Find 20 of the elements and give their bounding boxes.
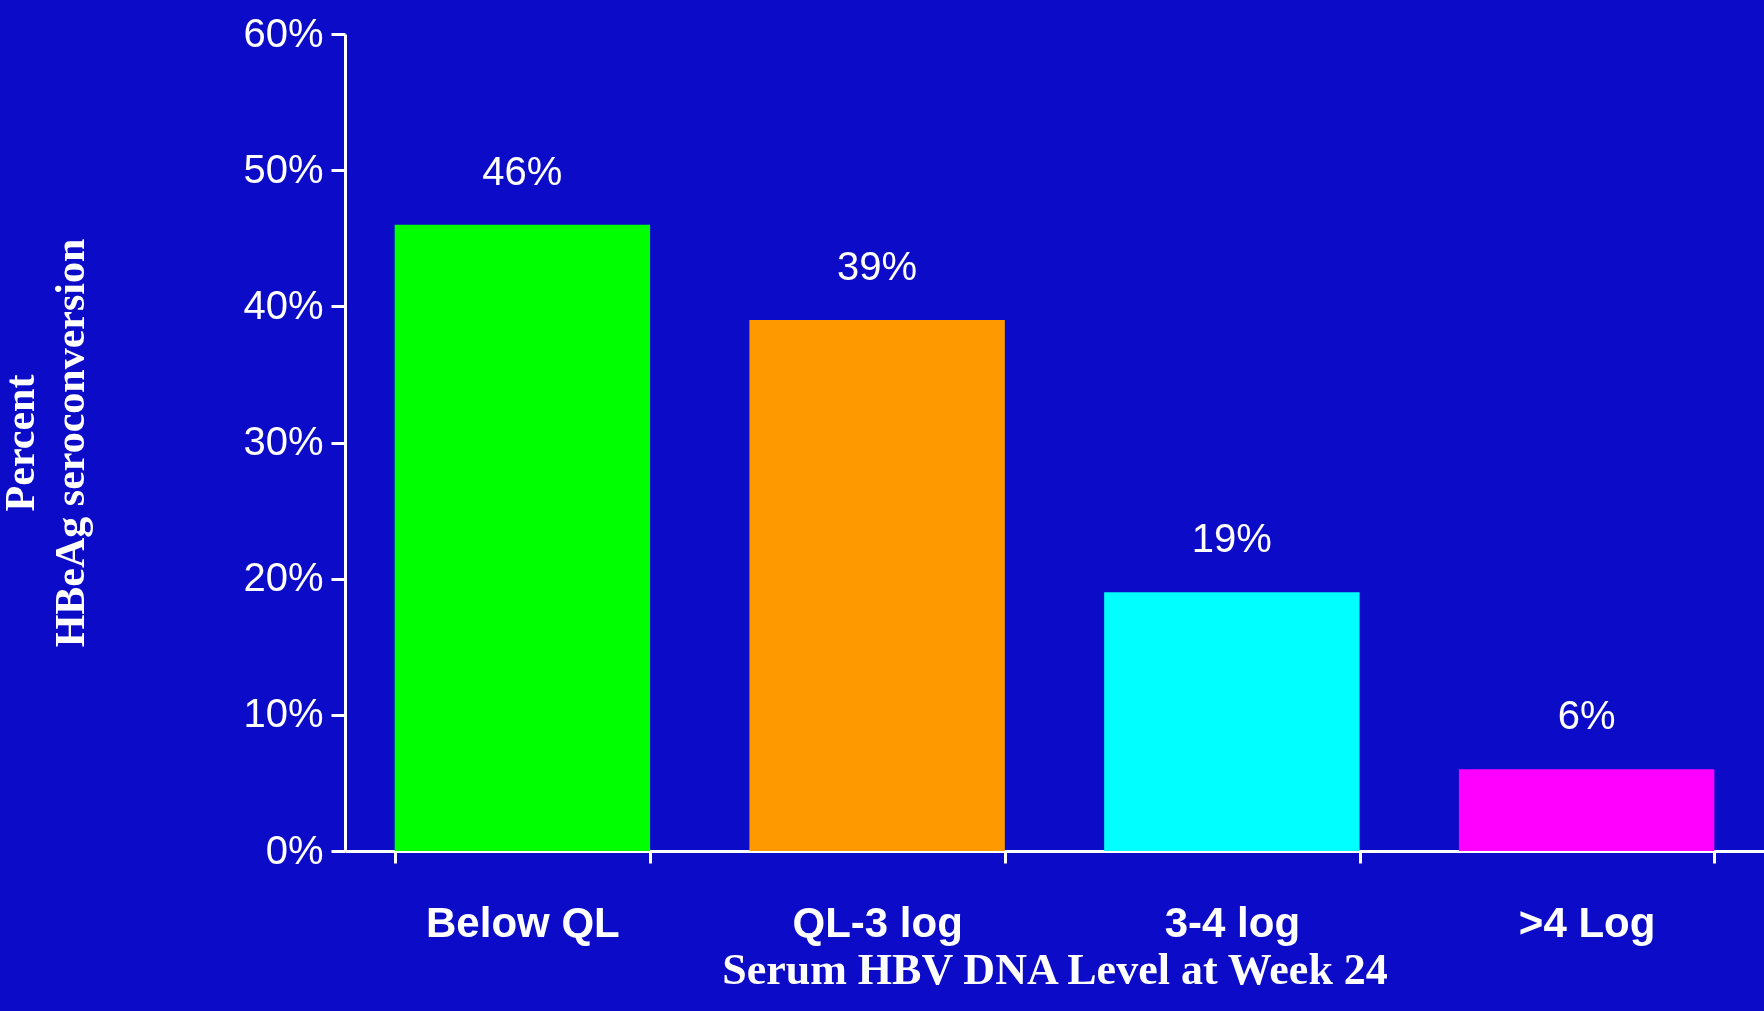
- y-axis-title: Percent HBeAg seroconversion: [0, 238, 94, 648]
- x-tick-label: 3-4 log: [1164, 898, 1301, 946]
- bar: [394, 224, 651, 851]
- y-tick-label: 50%: [243, 146, 324, 191]
- data-label: 6%: [1557, 693, 1616, 738]
- y-tick-label: 60%: [243, 10, 324, 55]
- y-tick-label: 0%: [265, 827, 324, 872]
- data-label: 19%: [1191, 516, 1272, 561]
- data-label: 46%: [482, 148, 563, 193]
- y-tick-label: 10%: [243, 691, 324, 736]
- y-tick-label: 40%: [243, 282, 324, 327]
- x-tick-label: >4 Log: [1518, 898, 1656, 946]
- x-tick-label: Below QL: [426, 898, 620, 946]
- bar: [1458, 769, 1715, 851]
- bar: [1104, 592, 1360, 851]
- bar: [749, 319, 1005, 851]
- x-tick-label: QL-3 log: [792, 898, 963, 946]
- y-tick-label: 20%: [243, 555, 324, 600]
- data-label: 39%: [837, 243, 918, 288]
- y-tick-label: 30%: [243, 419, 324, 463]
